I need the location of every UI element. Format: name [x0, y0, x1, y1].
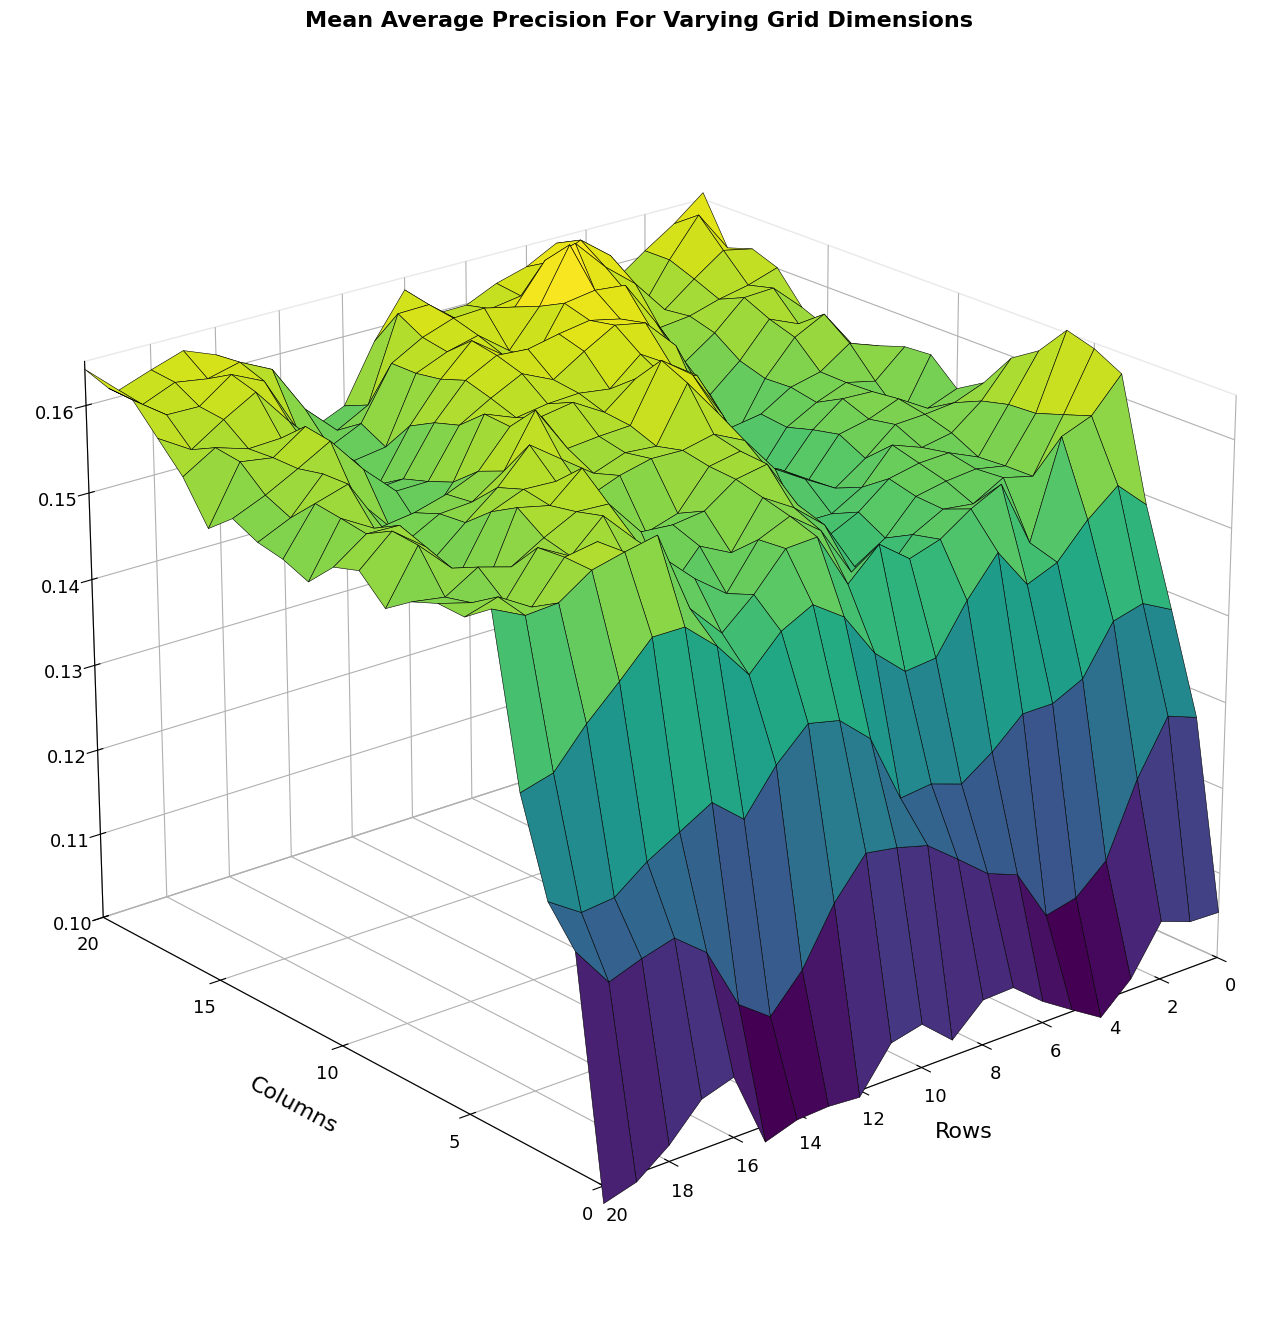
- X-axis label: Rows: Rows: [935, 1122, 993, 1142]
- Y-axis label: Columns: Columns: [246, 1075, 340, 1138]
- Title: Mean Average Precision For Varying Grid Dimensions: Mean Average Precision For Varying Grid …: [306, 11, 973, 31]
